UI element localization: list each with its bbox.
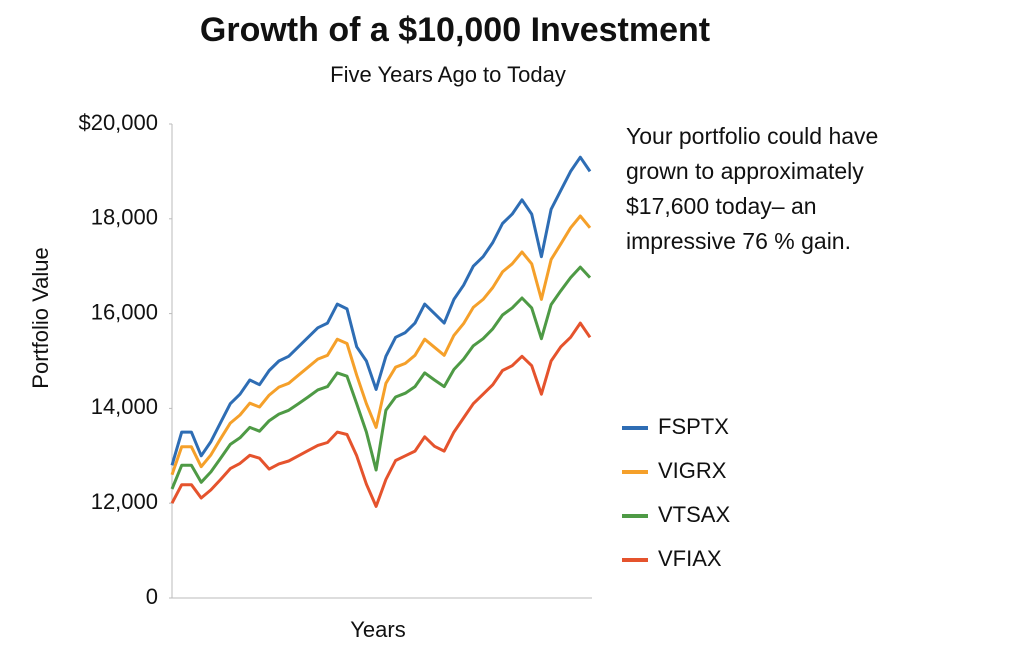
chart-subtitle: Five Years Ago to Today (330, 62, 566, 87)
chart-title: Growth of a $10,000 Investment (200, 11, 710, 49)
series-line (170, 155, 592, 466)
annotation: impressive 76 % gain. (626, 228, 851, 254)
x-axis-label: Years (350, 617, 405, 642)
y-tick-label: 14,000 (91, 394, 158, 419)
y-tick-label: $20,000 (78, 110, 158, 135)
y-tick-label: 0 (146, 584, 158, 609)
legend-label: VIGRX (658, 458, 727, 483)
y-tick-label: 12,000 (91, 489, 158, 514)
y-tick-label: 18,000 (91, 205, 158, 230)
annotation: Your portfolio could have (626, 123, 878, 149)
legend-label: FSPTX (658, 414, 729, 439)
series-line (170, 214, 592, 476)
legend-label: VTSAX (658, 502, 730, 527)
series-line (170, 265, 592, 490)
annotation: grown to approximately (626, 158, 864, 184)
series-line (170, 321, 592, 508)
legend-label: VFIAX (658, 546, 722, 571)
annotation: $17,600 today– an (626, 193, 817, 219)
y-tick-label: 16,000 (91, 299, 158, 324)
y-axis-label: Portfolio Value (28, 247, 53, 388)
